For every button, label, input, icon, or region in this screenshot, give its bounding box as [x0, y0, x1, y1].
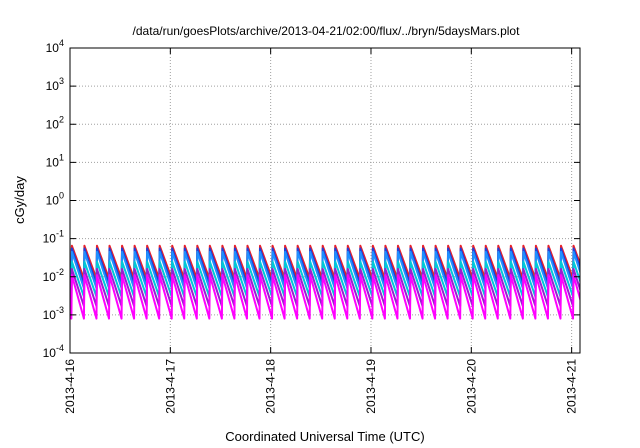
y-tick-label: 104	[46, 38, 64, 55]
y-tick-label: 10-4	[43, 343, 64, 360]
series-line-dodger	[70, 250, 580, 290]
y-tick-label: 10-3	[43, 305, 64, 322]
y-tick-label: 103	[46, 76, 64, 93]
series-line-magenta	[70, 274, 580, 320]
series-layer	[70, 244, 580, 320]
series-line-red	[70, 244, 580, 280]
y-tick-label: 102	[46, 114, 64, 131]
x-tick-label: 2013-4-20	[464, 359, 478, 414]
series-line-blue	[70, 247, 580, 285]
y-tick-label: 100	[46, 191, 64, 208]
y-tick-label: 10-2	[43, 267, 64, 284]
x-tick-label: 2013-4-17	[163, 359, 177, 414]
y-tick-label: 101	[46, 152, 64, 169]
x-axis-label: Coordinated Universal Time (UTC)	[225, 429, 424, 444]
ticks: 10-4 10-3 10-2 10-1 100 101 102 103 104 2013-4-16…	[43, 38, 580, 414]
series-line-purple	[70, 267, 580, 308]
x-tick-label: 2013-4-19	[364, 359, 378, 414]
x-tick-label: 2013-4-21	[565, 359, 579, 414]
x-tick-label: 2013-4-16	[63, 359, 77, 414]
x-tick-label: 2013-4-18	[264, 359, 278, 414]
series-line-cyan	[70, 260, 580, 298]
y-axis-label: cGy/day	[12, 176, 27, 224]
y-tick-label: 10-1	[43, 229, 64, 246]
chart-title: /data/run/goesPlots/archive/2013-04-21/0…	[133, 24, 521, 38]
